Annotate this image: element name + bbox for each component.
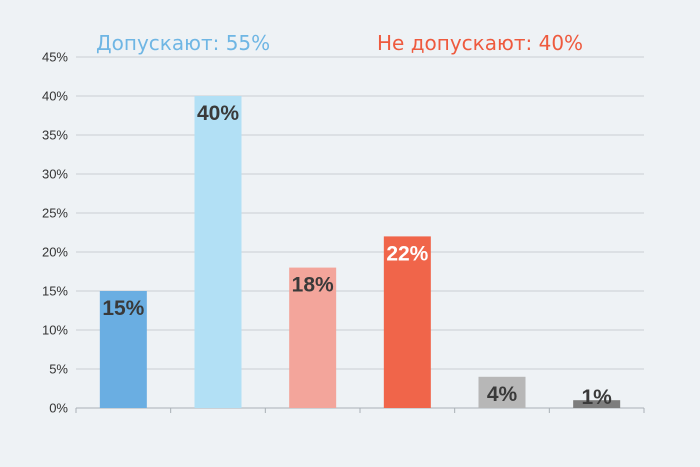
data-label: 1% xyxy=(581,386,612,409)
y-tick-label: 30% xyxy=(42,167,68,182)
y-tick-label: 15% xyxy=(42,284,68,299)
data-label: 4% xyxy=(487,383,518,406)
y-tick-label: 5% xyxy=(49,362,68,377)
data-label: 18% xyxy=(292,274,334,297)
data-label: 15% xyxy=(102,297,144,320)
data-labels: 15% 40% 18% 22% 4% 1% xyxy=(102,102,612,409)
legend: Допускают: 55% Не допускают: 40% xyxy=(96,31,583,55)
y-tick-label: 45% xyxy=(42,50,68,65)
y-tick-label: 35% xyxy=(42,128,68,143)
bars xyxy=(99,96,621,408)
bar xyxy=(383,236,431,408)
data-label: 40% xyxy=(197,102,239,125)
legend-item-allow: Допускают: 55% xyxy=(96,31,270,55)
bar xyxy=(99,291,147,408)
data-label: 22% xyxy=(386,242,428,265)
y-tick-label: 40% xyxy=(42,89,68,104)
bar xyxy=(194,96,242,408)
bar xyxy=(573,400,621,408)
y-tick-label: 0% xyxy=(49,401,68,416)
y-tick-label: 25% xyxy=(42,206,68,221)
legend-item-disallow: Не допускают: 40% xyxy=(377,31,583,55)
y-axis: 0% 5% 10% 15% 20% 25% 30% 35% 40% 45% xyxy=(42,50,645,416)
bar xyxy=(478,376,526,408)
bar xyxy=(289,267,337,408)
gridlines xyxy=(76,56,644,370)
y-tick-label: 20% xyxy=(42,245,68,260)
y-tick-label: 10% xyxy=(42,323,68,338)
